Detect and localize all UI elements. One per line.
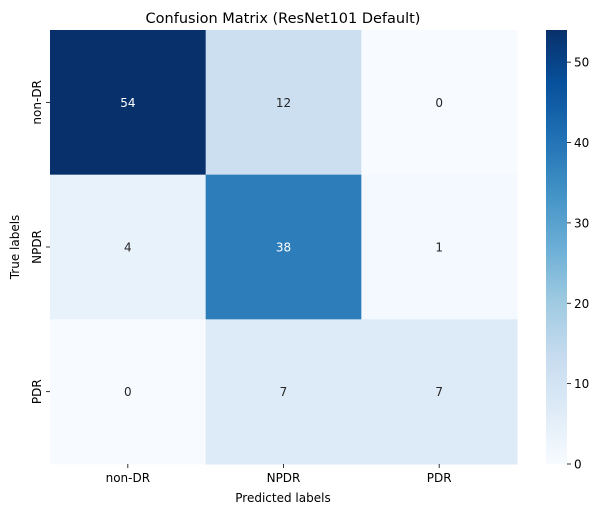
cell-value-label-1-1: 38 [276, 241, 291, 255]
heatmap-cell-2-0 [50, 319, 207, 465]
cell-value-label-2-2: 7 [435, 385, 443, 399]
chart-title: Confusion Matrix (ResNet101 Default) [146, 11, 421, 27]
heatmap-cell-1-0 [50, 174, 207, 320]
cell-value-label-1-2: 1 [435, 241, 443, 255]
colorbar-gradient [546, 30, 567, 464]
colorbar: 0 10 20 30 40 50 [546, 30, 589, 472]
colorbar-tick-label-5: 50 [574, 56, 589, 70]
y-tick-label-0: non-DR [30, 80, 44, 124]
cell-value-label-1-0: 4 [124, 241, 132, 255]
cell-value-label-0-0: 54 [120, 96, 135, 110]
cell-value-label-2-1: 7 [280, 385, 288, 399]
cell-value-label-0-1: 12 [276, 96, 291, 110]
y-axis: non-DR NPDR PDR [30, 80, 50, 404]
heatmap-cell-2-1 [205, 319, 362, 465]
x-axis-label: Predicted labels [235, 491, 330, 505]
heatmap-cell-0-0 [50, 30, 207, 176]
cell-value-label-0-2: 0 [435, 96, 443, 110]
x-axis: non-DR NPDR PDR [106, 464, 452, 485]
colorbar-tick-label-0: 0 [574, 458, 582, 472]
colorbar-tick-label-2: 20 [574, 297, 589, 311]
x-tick-label-0: non-DR [106, 471, 150, 485]
colorbar-tick-label-4: 40 [574, 136, 589, 150]
heatmap-cells [50, 30, 518, 465]
cell-value-label-2-0: 0 [124, 385, 132, 399]
colorbar-tick-label-1: 10 [574, 377, 589, 391]
colorbar-tick-label-3: 30 [574, 216, 589, 230]
y-axis-label: True labels [8, 215, 22, 281]
x-tick-label-2: PDR [427, 471, 452, 485]
cell-value-labels: 54 12 0 4 38 1 0 7 7 [120, 96, 443, 399]
heatmap-cell-0-1 [205, 30, 362, 176]
x-tick-label-1: NPDR [267, 471, 301, 485]
heatmap-cell-1-1 [205, 174, 362, 320]
heatmap-cell-0-2 [361, 30, 518, 176]
heatmap-cell-2-2 [361, 319, 518, 465]
y-tick-label-1: NPDR [30, 230, 44, 264]
y-tick-label-2: PDR [30, 379, 44, 404]
heatmap-cell-1-2 [361, 174, 518, 320]
colorbar-ticks: 0 10 20 30 40 50 [567, 56, 589, 472]
